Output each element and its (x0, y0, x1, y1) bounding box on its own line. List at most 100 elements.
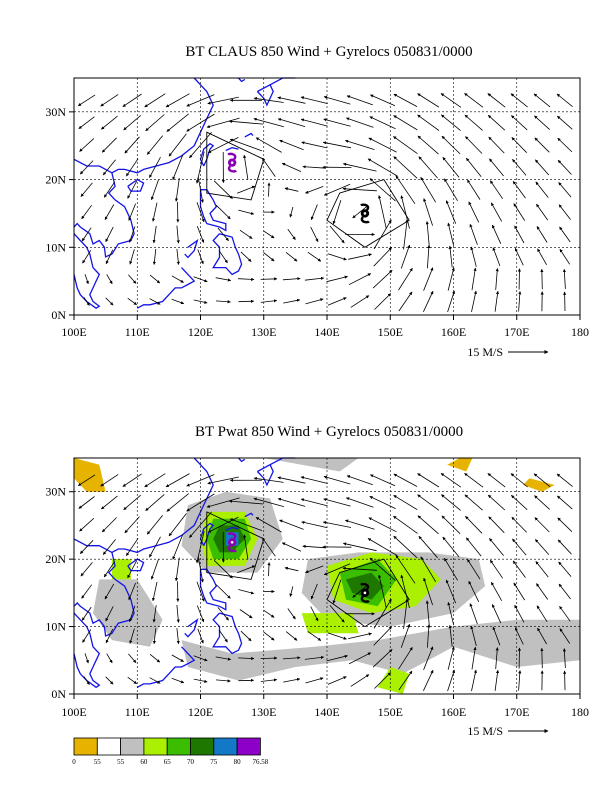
wind-vector (176, 628, 180, 645)
wind-vector (323, 95, 351, 105)
wind-vector (558, 561, 572, 577)
wind-vector (398, 291, 413, 312)
wind-vector (263, 252, 275, 262)
coastline-segment (256, 83, 274, 107)
wind-vector (378, 574, 387, 609)
wind-vector (510, 473, 528, 488)
wind-vector (172, 154, 184, 181)
wind-vector (174, 557, 180, 582)
pwat-region-55-60 (93, 579, 163, 647)
wind-vector (213, 180, 233, 199)
wind-vector (215, 277, 232, 282)
wind-vector (326, 275, 348, 283)
wind-vector (487, 473, 506, 488)
wind-vector (82, 250, 92, 264)
colorbar-label: 55 (94, 758, 102, 766)
wind-vector (196, 226, 205, 243)
wind-vector (193, 276, 208, 283)
wind-vector (327, 253, 347, 261)
wind-vector (145, 114, 165, 132)
wind-vector (123, 115, 141, 131)
wind-vector (310, 583, 318, 600)
wind-vector (442, 157, 460, 178)
wind-vector (558, 182, 572, 198)
wind-vector (367, 158, 398, 177)
wind-vector (267, 182, 271, 197)
wind-vector (101, 495, 118, 510)
wind-vector (374, 293, 392, 310)
wind-vector (393, 494, 418, 511)
wind-vector (277, 118, 306, 127)
x-tick-label: 130E (251, 325, 276, 339)
wind-vector (81, 606, 92, 621)
wind-vector (284, 566, 299, 572)
colorbar-label: 0 (72, 758, 76, 766)
wind-vector (122, 473, 142, 487)
wind-vector (559, 605, 571, 622)
wind-vector (423, 577, 433, 606)
panel-1-wind-vectors (77, 92, 573, 313)
wind-vector (534, 495, 550, 510)
x-tick-label: 150E (378, 705, 403, 719)
x-tick-label: 160E (441, 705, 466, 719)
wind-vector (423, 198, 433, 226)
panel-2: BT Pwat 850 Wind + Gyrelocs 050831/0000 … (45, 424, 589, 766)
wind-vector (207, 96, 239, 105)
wind-vector (149, 298, 161, 305)
x-tick-label: 110E (125, 325, 150, 339)
wind-vector (400, 195, 410, 229)
wind-vector (327, 632, 347, 640)
wind-vector (104, 583, 115, 600)
wind-vector (445, 579, 457, 604)
wind-vector (105, 628, 114, 644)
wind-vector (346, 95, 373, 106)
wind-vector (557, 539, 572, 555)
panel-1-title: BT CLAUS 850 Wind + Gyrelocs 050831/0000 (185, 44, 472, 60)
panel-2-gridlines (74, 458, 580, 694)
gyre-outline (326, 179, 410, 248)
wind-vector (447, 222, 455, 246)
wind-vector (535, 539, 550, 555)
colorbar-label: 65 (164, 758, 172, 766)
coastline-segment (199, 522, 215, 546)
wind-vector (345, 497, 374, 508)
wind-vector (557, 159, 572, 175)
wind-vector (514, 627, 524, 645)
wind-vector (514, 247, 524, 266)
wind-vector (323, 475, 351, 485)
x-tick-label: 120E (188, 325, 213, 339)
wind-vector (81, 204, 93, 220)
wind-vector (105, 249, 114, 265)
wind-vector (403, 219, 409, 250)
wind-vector (106, 274, 113, 285)
wind-vector (556, 473, 573, 487)
wind-vector (149, 653, 161, 663)
colorbar-label: 76.58 (253, 758, 269, 766)
wind-vector (423, 290, 434, 312)
wind-vector (464, 472, 484, 488)
wind-vector (146, 135, 164, 155)
wind-vector (465, 537, 482, 557)
wind-vector (197, 249, 204, 265)
wind-vector (172, 534, 184, 560)
wind-vector (289, 206, 294, 218)
wind-vector (285, 631, 298, 641)
wind-vector (327, 297, 347, 306)
wind-vector (300, 476, 328, 484)
x-tick-label: 150E (378, 325, 403, 339)
wind-vector (196, 202, 205, 223)
wind-vector (282, 277, 301, 281)
wind-vector (80, 182, 93, 197)
wind-vector (80, 562, 93, 577)
wind-vector (127, 676, 137, 685)
wind-vector (445, 200, 457, 224)
wind-vector (124, 516, 140, 534)
wind-vector (423, 669, 434, 691)
wind-vector (562, 648, 566, 669)
wind-vector (442, 536, 460, 558)
coastline-segment (127, 178, 145, 192)
wind-vector (166, 493, 189, 512)
wind-vector (279, 139, 304, 151)
wind-vector (152, 628, 157, 645)
pwat-region-0-55 (447, 458, 473, 472)
